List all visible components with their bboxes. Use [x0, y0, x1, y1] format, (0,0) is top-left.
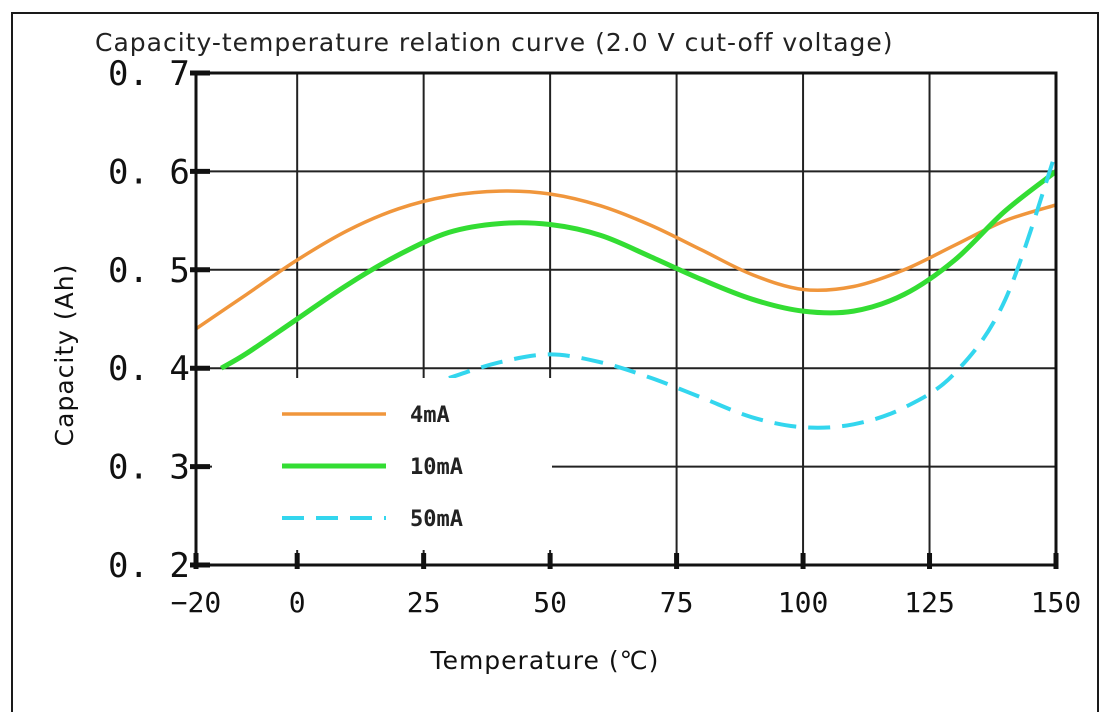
x-axis-label: Temperature (℃): [430, 646, 660, 675]
y-tick-label: 0. 3: [108, 448, 190, 488]
legend: 4mA 10mA 50mA: [282, 403, 463, 532]
series-line-4mA: [195, 189, 1057, 331]
y-axis-ticks: 0. 2 0. 3 0. 4 0. 5 0. 6 0. 7: [108, 54, 210, 586]
x-tick-label: 100: [778, 586, 829, 619]
x-tick-label: 150: [1031, 586, 1082, 619]
x-tick-label: −20: [171, 586, 222, 619]
chart-frame: [11, 12, 1099, 712]
x-tick-label: 50: [533, 586, 567, 619]
series-line-10mA: [220, 169, 1058, 371]
y-tick-label: 0. 2: [108, 546, 190, 586]
y-axis-label: Capacity (Ah): [50, 264, 79, 447]
plot-border: [194, 71, 1058, 567]
legend-label-4mA: 4mA: [410, 403, 450, 428]
series-line-50mA: [448, 151, 1058, 430]
y-tick-label: 0. 5: [108, 251, 190, 291]
x-axis-ticks: −20 0 25 50 75 100 125 150: [171, 553, 1082, 619]
y-tick-label: 0. 7: [108, 54, 190, 94]
x-tick-label: 125: [904, 586, 955, 619]
x-tick-label: 0: [289, 586, 306, 619]
series-layer: [195, 151, 1058, 430]
x-tick-label: 75: [660, 586, 694, 619]
x-tick-label: 25: [407, 586, 441, 619]
legend-label-50mA: 50mA: [410, 507, 463, 532]
y-tick-label: 0. 6: [108, 152, 190, 192]
legend-label-10mA: 10mA: [410, 455, 463, 480]
chart-title: Capacity-temperature relation curve (2.0…: [95, 28, 894, 57]
y-tick-label: 0. 4: [108, 349, 190, 389]
